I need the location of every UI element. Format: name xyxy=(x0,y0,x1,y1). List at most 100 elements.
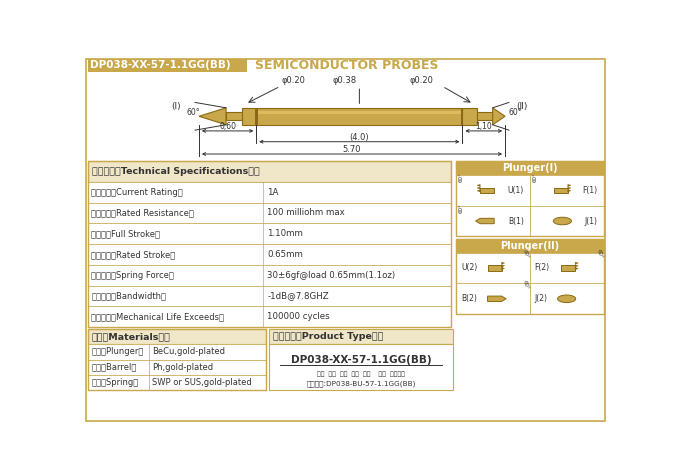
Bar xyxy=(241,108,256,125)
Polygon shape xyxy=(501,265,505,267)
Polygon shape xyxy=(477,190,480,192)
Polygon shape xyxy=(477,187,480,190)
Polygon shape xyxy=(575,267,578,270)
Bar xyxy=(530,175,603,206)
Text: 材质（Materials）：: 材质（Materials）： xyxy=(92,332,171,341)
Bar xyxy=(269,344,453,390)
Text: 100000 cycles: 100000 cycles xyxy=(267,313,330,322)
Text: Ph,gold-plated: Ph,gold-plated xyxy=(152,363,213,372)
Polygon shape xyxy=(493,108,505,125)
Polygon shape xyxy=(501,262,505,265)
Text: 额定电阻（Rated Resistance）: 额定电阻（Rated Resistance） xyxy=(91,209,194,218)
Bar xyxy=(554,188,568,193)
Ellipse shape xyxy=(557,295,576,303)
Bar xyxy=(88,329,266,390)
Bar xyxy=(226,113,241,120)
Bar xyxy=(461,108,464,125)
Text: φ0.20: φ0.20 xyxy=(282,76,306,86)
Ellipse shape xyxy=(553,217,572,225)
Text: SEMICONDUCTOR PROBES: SEMICONDUCTOR PROBES xyxy=(255,58,438,72)
Bar xyxy=(88,329,266,344)
Text: 60°: 60° xyxy=(458,172,464,182)
Polygon shape xyxy=(568,190,571,192)
Bar xyxy=(88,244,451,265)
Text: φ0.38: φ0.38 xyxy=(332,76,357,86)
Text: 额定弹力（Spring Force）: 额定弹力（Spring Force） xyxy=(91,271,174,280)
Text: 系列  规格  头型  总长  弹力    镀金  针头根数: 系列 规格 头型 总长 弹力 镀金 针头根数 xyxy=(317,371,405,377)
Text: 60°: 60° xyxy=(187,108,200,117)
Bar xyxy=(255,108,258,125)
Text: 针管（Barrel）: 针管（Barrel） xyxy=(91,363,137,372)
Bar xyxy=(88,285,451,306)
Bar xyxy=(456,284,530,314)
Polygon shape xyxy=(575,262,578,265)
Text: 额定电流（Current Rating）: 额定电流（Current Rating） xyxy=(91,188,183,197)
Bar xyxy=(530,284,603,314)
Text: U(2): U(2) xyxy=(461,264,477,273)
Bar xyxy=(530,253,603,284)
Bar xyxy=(88,306,451,327)
Bar xyxy=(487,265,501,271)
Text: -1dB@7.8GHZ: -1dB@7.8GHZ xyxy=(267,292,329,301)
Bar xyxy=(456,161,603,237)
Bar xyxy=(269,329,453,344)
Text: B(1): B(1) xyxy=(508,217,524,226)
Bar xyxy=(88,161,451,327)
Text: 60°: 60° xyxy=(596,249,604,260)
Text: BeCu,gold-plated: BeCu,gold-plated xyxy=(152,347,224,356)
Bar xyxy=(88,344,266,360)
Text: SWP or SUS,gold-plated: SWP or SUS,gold-plated xyxy=(152,378,251,387)
Text: DP038-XX-57-1.1GG(BB): DP038-XX-57-1.1GG(BB) xyxy=(290,355,431,365)
Text: (Ⅱ): (Ⅱ) xyxy=(516,102,527,111)
Bar xyxy=(456,239,603,314)
Bar xyxy=(456,253,530,284)
Text: J(2): J(2) xyxy=(534,294,547,303)
Text: 60°: 60° xyxy=(522,280,530,291)
Bar xyxy=(88,360,266,375)
Polygon shape xyxy=(487,296,506,302)
Polygon shape xyxy=(476,218,494,224)
Bar xyxy=(88,161,451,182)
Text: F(1): F(1) xyxy=(582,186,597,195)
Text: 0.65mm: 0.65mm xyxy=(267,250,303,259)
Bar xyxy=(456,175,530,206)
Text: φ0.20: φ0.20 xyxy=(410,76,433,86)
Text: 成品型号（Product Type）：: 成品型号（Product Type）： xyxy=(272,332,383,341)
Text: B(2): B(2) xyxy=(461,294,477,303)
Text: 5.70: 5.70 xyxy=(343,145,361,154)
Bar xyxy=(88,265,451,285)
Text: U(1): U(1) xyxy=(508,186,524,195)
Bar xyxy=(256,111,462,114)
Polygon shape xyxy=(501,267,505,270)
Bar xyxy=(88,202,451,223)
Text: 弹簧（Spring）: 弹簧（Spring） xyxy=(91,378,138,387)
Bar xyxy=(530,206,603,237)
Bar xyxy=(480,188,494,193)
Text: 1,10: 1,10 xyxy=(475,123,492,132)
Text: F(2): F(2) xyxy=(534,264,550,273)
Text: 60°: 60° xyxy=(458,203,464,213)
Bar xyxy=(477,113,493,120)
Bar xyxy=(456,161,603,175)
Text: 频率带宽（Bandwidth）: 频率带宽（Bandwidth） xyxy=(91,292,166,301)
Text: 订购举例:DP038-BU-57-1.1GG(BB): 订购举例:DP038-BU-57-1.1GG(BB) xyxy=(306,380,416,387)
Bar xyxy=(462,108,477,125)
Text: (Ⅰ): (Ⅰ) xyxy=(171,102,181,111)
Text: 60°: 60° xyxy=(509,108,522,117)
Bar xyxy=(88,58,247,72)
Text: 技术要求（Technical Specifications）：: 技术要求（Technical Specifications）： xyxy=(92,167,259,176)
Text: J(1): J(1) xyxy=(584,217,597,226)
Polygon shape xyxy=(477,184,480,187)
Bar xyxy=(88,223,451,244)
Text: 1A: 1A xyxy=(267,188,278,197)
Bar xyxy=(456,206,530,237)
Text: Plunger(I): Plunger(I) xyxy=(502,163,557,173)
Text: 针头（Plunger）: 针头（Plunger） xyxy=(91,347,144,356)
Polygon shape xyxy=(568,184,571,187)
Polygon shape xyxy=(199,108,226,125)
Text: (4.0): (4.0) xyxy=(350,133,369,142)
Text: 60°: 60° xyxy=(522,249,530,260)
Text: 测试寿命（Mechanical Life Exceeds）: 测试寿命（Mechanical Life Exceeds） xyxy=(91,313,224,322)
Text: 0,60: 0,60 xyxy=(219,123,236,132)
Text: 额定行程（Rated Stroke）: 额定行程（Rated Stroke） xyxy=(91,250,175,259)
